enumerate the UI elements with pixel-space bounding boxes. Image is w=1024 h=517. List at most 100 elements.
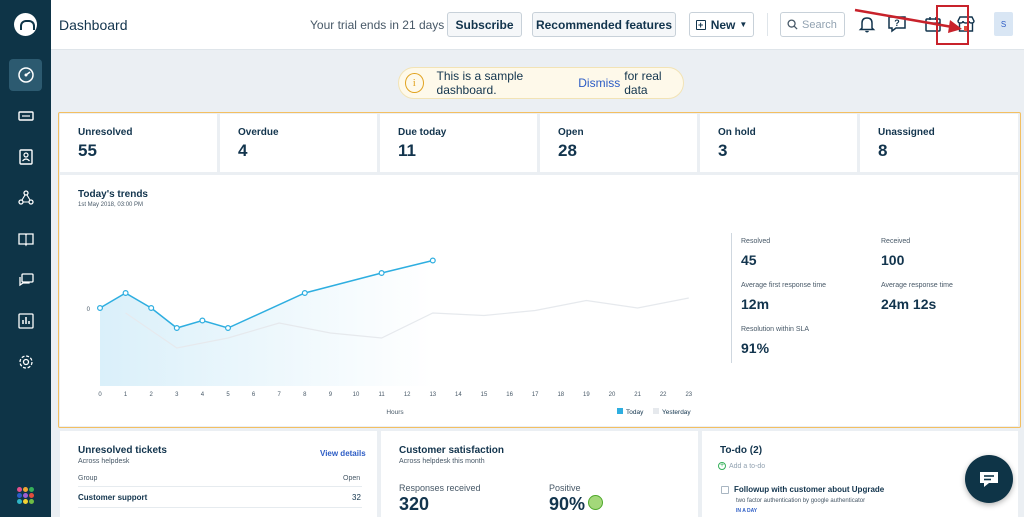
stat-value: 11 — [398, 141, 416, 160]
user-avatar[interactable]: S — [994, 12, 1013, 36]
stat-card-on-hold[interactable]: On hold 3 — [700, 114, 857, 172]
positive-value-wrap: 90% — [549, 494, 604, 515]
data-point-today — [173, 325, 180, 332]
social-network-icon — [17, 190, 34, 205]
dashboard-gauge-icon — [17, 67, 34, 83]
x-tick-label: 20 — [609, 392, 616, 398]
card-subtitle: Across helpdesk this month — [399, 458, 485, 465]
metric-label: Resolution within SLA — [741, 326, 810, 333]
data-point-today — [96, 305, 103, 312]
unresolved-tickets-card: Unresolved tickets Across helpdesk View … — [60, 431, 377, 517]
x-tick-label: 7 — [278, 392, 282, 398]
table-divider — [78, 507, 362, 508]
add-todo-link[interactable]: + Add a to-do — [718, 462, 765, 470]
x-tick-label: 9 — [329, 392, 333, 398]
stat-card-overdue[interactable]: Overdue 4 — [220, 114, 377, 172]
data-point-today — [122, 289, 129, 296]
x-tick-label: 17 — [532, 392, 539, 398]
helpdesk-logo-icon[interactable] — [14, 13, 37, 36]
x-tick-label: 23 — [685, 392, 692, 398]
sidebar-item-reports[interactable] — [9, 305, 42, 337]
dismiss-link[interactable]: Dismiss — [578, 76, 621, 90]
x-tick-label: 21 — [634, 392, 641, 398]
todo-item-title[interactable]: Followup with customer about Upgrade — [734, 485, 885, 494]
todo-item-desc: two factor authentication by google auth… — [736, 498, 866, 504]
sidebar-item-tickets[interactable] — [9, 100, 42, 132]
ticket-icon — [17, 111, 34, 121]
app-dot — [29, 487, 34, 492]
table-cell-group[interactable]: Customer support — [78, 493, 148, 502]
app-dot — [29, 493, 34, 498]
responses-label: Responses received — [399, 483, 481, 493]
sidebar-item-solutions[interactable] — [9, 223, 42, 255]
app-dot — [23, 487, 28, 492]
sidebar-item-forums[interactable] — [9, 264, 42, 296]
todays-trends-panel: Today's trends 1st May 2018, 03:00 PM 0 0… — [60, 175, 1018, 426]
stat-card-open[interactable]: Open 28 — [540, 114, 697, 172]
plus-box-icon: + — [695, 19, 706, 30]
data-point-today — [378, 269, 385, 276]
stat-label: Due today — [398, 127, 447, 138]
metric-label: Average first response time — [741, 282, 827, 289]
search-input[interactable] — [802, 18, 840, 31]
stat-value: 8 — [878, 141, 888, 160]
todo-checkbox[interactable] — [721, 486, 729, 494]
x-tick-label: 2 — [150, 392, 154, 398]
metric-value: 91% — [741, 340, 770, 356]
x-tick-label: 11 — [378, 392, 385, 398]
bar-chart-icon — [17, 313, 34, 329]
page-title: Dashboard — [59, 17, 128, 33]
data-point-today — [301, 289, 308, 296]
chat-bubble-icon — [980, 472, 998, 487]
metric-value: 45 — [741, 252, 757, 268]
app-dot — [23, 499, 28, 504]
sidebar — [0, 0, 51, 517]
app-switcher-icon[interactable] — [17, 487, 34, 504]
data-point-today — [225, 325, 232, 332]
sidebar-item-dashboard[interactable] — [9, 59, 42, 91]
sidebar-item-admin[interactable] — [9, 346, 42, 378]
stat-label: Unresolved — [78, 127, 133, 138]
search-box[interactable] — [780, 12, 845, 37]
legend-swatch-yesterday — [653, 408, 659, 414]
card-title: To-do (2) — [720, 445, 763, 456]
x-tick-label: 19 — [583, 392, 590, 398]
subscribe-button[interactable]: Subscribe — [447, 12, 522, 37]
stat-value: 3 — [718, 141, 728, 160]
trends-date: 1st May 2018, 03:00 PM — [78, 202, 144, 208]
notifications-bell-icon[interactable] — [857, 14, 877, 34]
app-dot — [29, 499, 34, 504]
x-tick-label: 5 — [226, 392, 230, 398]
metric-value: 24m 12s — [881, 296, 937, 312]
legend-label-yesterday: Yesterday — [662, 409, 691, 416]
new-button[interactable]: + New ▼ — [689, 12, 754, 37]
legend-swatch-today — [617, 408, 623, 414]
new-button-label: New — [710, 17, 736, 32]
stat-card-unassigned[interactable]: Unassigned 8 — [860, 114, 1018, 172]
trends-line-chart: 00 1 2 3 4 5 6 7 8 9 10 11 12 13 14 15 16 17 18 19 20 21 22 23H… — [87, 257, 693, 416]
book-icon — [17, 233, 34, 247]
chat-widget-button[interactable] — [965, 455, 1013, 503]
x-tick-label: 6 — [252, 392, 256, 398]
todo-item-due: IN A DAY — [736, 508, 758, 514]
table-divider — [78, 486, 362, 487]
sidebar-item-social[interactable] — [9, 182, 42, 214]
banner-suffix: for real data — [624, 69, 662, 97]
sample-dashboard-banner: i This is a sample dashboard. Dismiss fo… — [398, 67, 684, 99]
x-tick-label: 1 — [124, 392, 128, 398]
x-tick-label: 18 — [557, 392, 564, 398]
view-details-link[interactable]: View details — [320, 449, 366, 458]
sidebar-item-contacts[interactable] — [9, 141, 42, 173]
metric-value: 100 — [881, 252, 905, 268]
column-header-group: Group — [78, 475, 98, 482]
stat-card-unresolved[interactable]: Unresolved 55 — [60, 114, 217, 172]
x-tick-label: 4 — [201, 392, 205, 398]
sample-data-frame — [58, 112, 1021, 428]
banner-text: This is a sample dashboard. — [436, 69, 524, 97]
help-question-icon[interactable]: ? — [887, 14, 907, 34]
top-bar: Dashboard Your trial ends in 21 days Sub… — [51, 0, 1024, 50]
recommended-features-button[interactable]: Recommended features — [532, 12, 676, 37]
card-title: Unresolved tickets — [78, 445, 167, 456]
stat-card-due-today[interactable]: Due today 11 — [380, 114, 537, 172]
stat-label: On hold — [718, 127, 756, 138]
